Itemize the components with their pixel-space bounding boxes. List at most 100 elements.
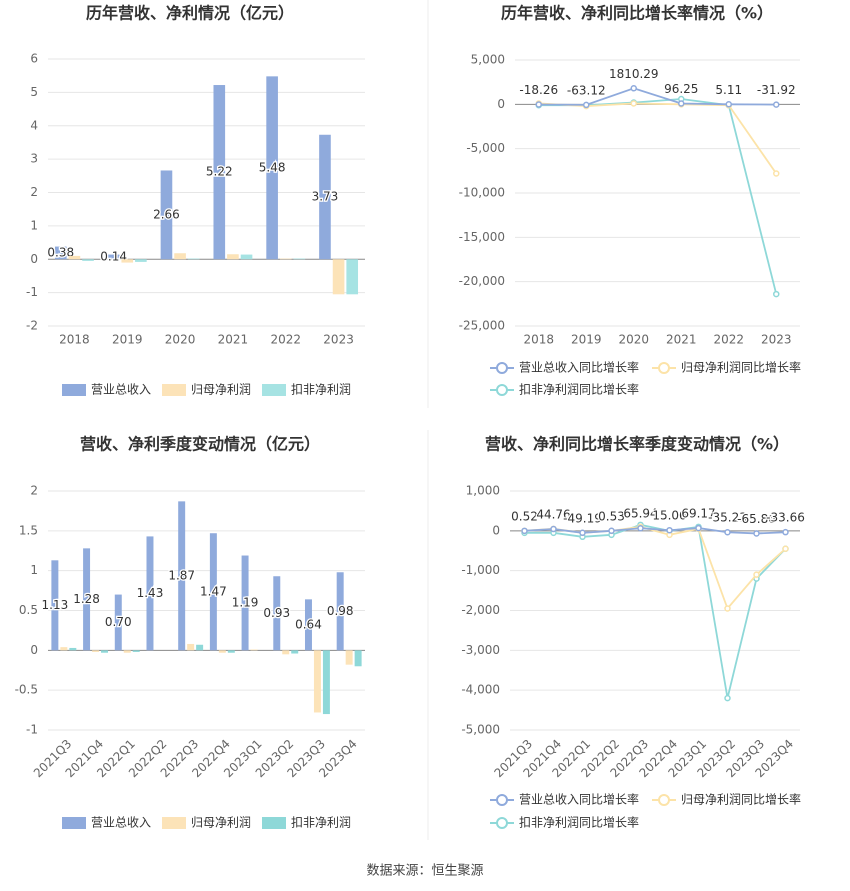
- y-tick-label: -4,000: [461, 683, 500, 697]
- point: [724, 528, 731, 536]
- point: [666, 526, 673, 534]
- source-note: 数据来源：恒生聚源: [366, 864, 483, 879]
- y-tick-label: -20,000: [459, 274, 505, 288]
- point: [695, 524, 702, 532]
- legend-swatch: [162, 384, 186, 396]
- y-tick-label: -25,000: [459, 319, 505, 333]
- y-tick-label: -5,000: [461, 723, 500, 737]
- bar: [123, 650, 131, 653]
- y-tick-label: 0: [30, 643, 38, 657]
- data-label: 0.64: [295, 617, 322, 631]
- data-label: 0.52: [511, 509, 538, 523]
- x-tick-label: 2018: [523, 333, 554, 347]
- x-tick-label: 2019: [112, 333, 143, 347]
- data-label: 1810.29: [609, 67, 659, 81]
- y-tick-label: -2: [26, 319, 38, 333]
- y-tick-label: 2: [30, 185, 38, 199]
- data-label: 1.19: [232, 595, 259, 609]
- bar: [313, 650, 321, 713]
- point: [630, 85, 637, 92]
- point: [773, 170, 780, 177]
- point: [583, 101, 590, 109]
- point: [753, 530, 760, 537]
- data-label: 5.11: [715, 83, 742, 97]
- bar: [227, 254, 239, 260]
- legend-label: 营业总收入: [91, 383, 151, 397]
- legend-label: 扣非净利润: [291, 383, 351, 397]
- point: [753, 571, 760, 578]
- bar: [273, 576, 281, 651]
- line: [524, 527, 786, 535]
- point: [782, 528, 789, 536]
- bar: [322, 650, 330, 715]
- bar: [291, 650, 299, 654]
- bar: [345, 650, 353, 665]
- line: [538, 98, 778, 295]
- data-label: 3.73: [312, 190, 339, 204]
- chart-title: 历年营收、净利同比增长率情况（%）: [501, 4, 773, 23]
- data-label: -65.86: [737, 512, 776, 526]
- legend-swatch: [262, 817, 286, 829]
- legend-swatch: [496, 794, 508, 806]
- point: [724, 605, 731, 612]
- bar: [241, 555, 249, 651]
- y-tick-label: 1: [30, 563, 38, 577]
- data-label: 15.06: [652, 509, 686, 523]
- y-tick-label: 6: [30, 52, 38, 66]
- legend-swatch: [262, 384, 286, 396]
- data-label: 0.98: [327, 604, 354, 618]
- legend-label: 营业总收入同比增长率: [519, 792, 639, 807]
- bar: [279, 258, 292, 260]
- x-tick-label: 2022: [270, 333, 301, 347]
- bar: [354, 650, 362, 667]
- bar: [132, 650, 140, 652]
- y-tick-label: 1.5: [19, 523, 38, 537]
- x-tick-label: 2021: [218, 333, 249, 347]
- legend-swatch: [62, 384, 86, 396]
- x-tick-label: 2019: [571, 333, 602, 347]
- bar: [69, 647, 77, 651]
- bar: [250, 649, 258, 651]
- data-label: 1.87: [168, 568, 195, 582]
- x-tick-label: 2022: [713, 333, 744, 347]
- y-tick-label: 4: [30, 118, 38, 132]
- x-tick-label: 2020: [165, 333, 196, 347]
- point: [579, 529, 586, 537]
- legend-swatch: [496, 817, 508, 829]
- x-tick-label: 2018: [59, 333, 90, 347]
- x-tick-label: 2020: [618, 333, 649, 347]
- bar: [51, 560, 59, 651]
- point: [773, 101, 780, 108]
- y-tick-label: -1: [26, 723, 38, 737]
- legend-label: 扣非净利润同比增长率: [519, 815, 639, 830]
- y-tick-label: 5,000: [471, 53, 505, 67]
- y-tick-label: 3: [30, 152, 38, 166]
- bar: [54, 246, 67, 260]
- data-label: 1.13: [42, 598, 69, 612]
- y-tick-label: -1: [26, 285, 38, 299]
- chart-title: 营收、净利季度变动情况（亿元）: [80, 435, 320, 454]
- data-label: 0.38: [47, 245, 74, 259]
- legend-label: 扣非净利润: [291, 816, 351, 830]
- y-tick-label: -5,000: [466, 141, 505, 155]
- legend-label: 归母净利润: [191, 816, 251, 830]
- legend-label: 扣非净利润同比增长率: [519, 382, 639, 397]
- y-tick-label: 0: [492, 523, 500, 537]
- data-label: 96.25: [664, 82, 698, 96]
- y-tick-label: -3,000: [461, 643, 500, 657]
- y-tick-label: -15,000: [459, 230, 505, 244]
- bar: [227, 650, 235, 653]
- y-tick-label: -1,000: [461, 563, 500, 577]
- data-label: 1.47: [200, 584, 227, 598]
- data-label: 0.93: [263, 606, 290, 620]
- bar: [174, 253, 186, 260]
- data-label: 0.70: [105, 615, 132, 629]
- point: [630, 100, 637, 107]
- bar: [187, 643, 195, 651]
- bar: [209, 533, 217, 651]
- bar: [304, 599, 312, 651]
- bar: [101, 650, 109, 653]
- line: [538, 102, 777, 175]
- bar: [68, 255, 81, 260]
- point: [535, 101, 542, 108]
